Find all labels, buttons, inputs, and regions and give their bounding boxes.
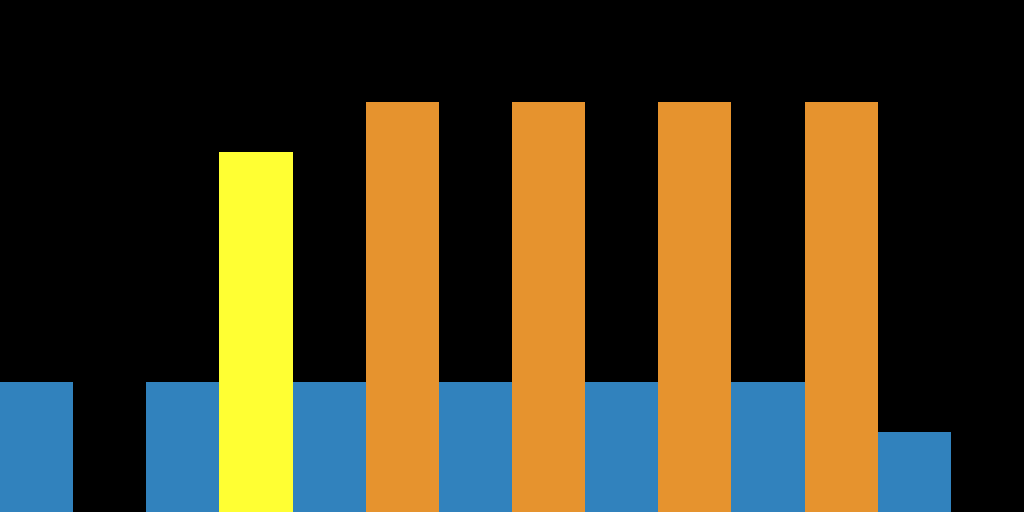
- bar-accent-3: [512, 102, 585, 512]
- bar-blue-2: [293, 382, 366, 512]
- bar-accent-2: [366, 102, 439, 512]
- bar-chart: [0, 0, 1024, 512]
- bar-blue-4: [585, 382, 658, 512]
- bar-blue-3: [439, 382, 512, 512]
- bar-blue-0: [0, 382, 73, 512]
- bar-blue-6: [878, 432, 951, 512]
- bar-accent-4: [658, 102, 731, 512]
- bar-blue-1: [146, 382, 219, 512]
- bar-accent-5: [805, 102, 878, 512]
- bar-blue-5: [731, 382, 804, 512]
- bar-accent-1: [219, 152, 292, 512]
